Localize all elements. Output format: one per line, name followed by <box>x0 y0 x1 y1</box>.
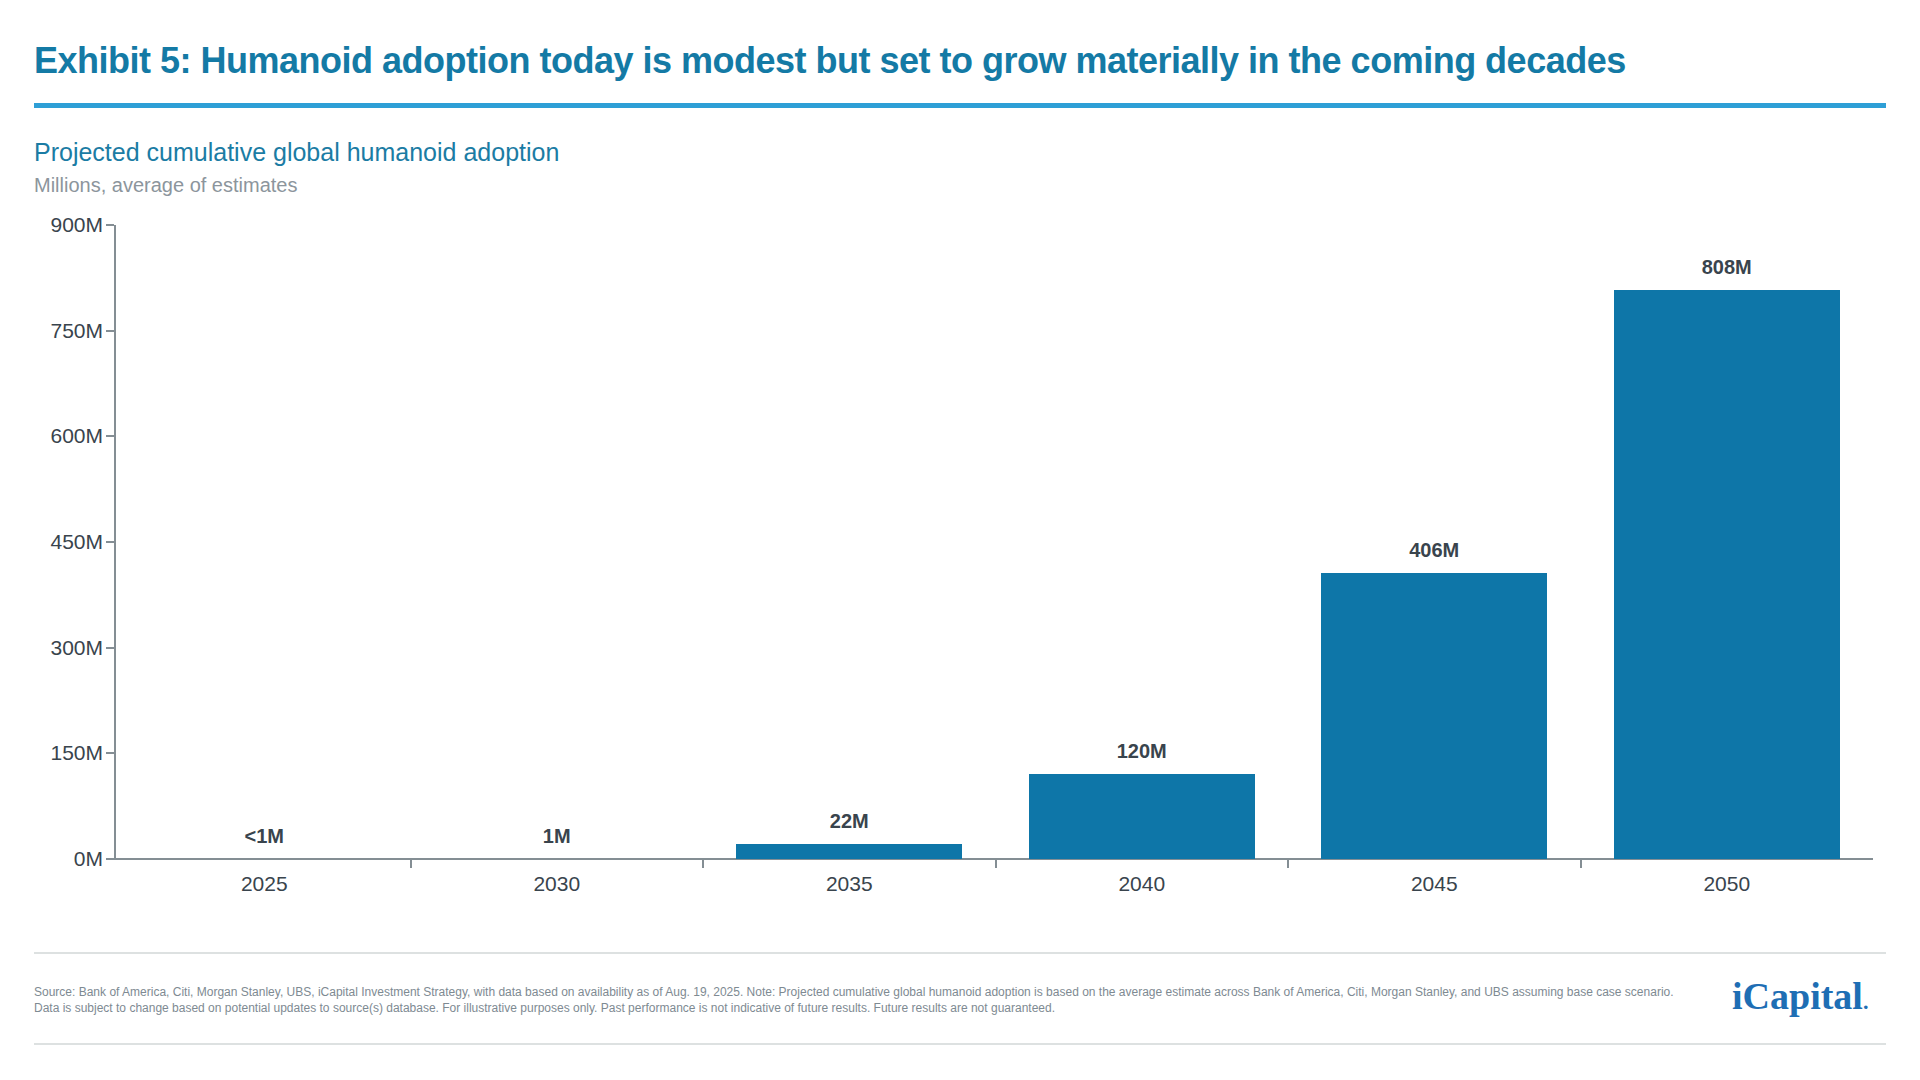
x-axis-label: 2050 <box>1667 873 1787 894</box>
y-axis-label: 300M <box>19 637 103 658</box>
y-axis-label: 0M <box>19 848 103 869</box>
x-axis-label: 2040 <box>1082 873 1202 894</box>
page-title: Exhibit 5: Humanoid adoption today is mo… <box>34 40 1894 82</box>
x-axis-label: 2035 <box>789 873 909 894</box>
x-axis-tick <box>702 859 704 868</box>
title-rule <box>34 103 1886 108</box>
y-axis-tick <box>106 224 114 226</box>
bar-2050 <box>1614 290 1840 859</box>
y-axis-tick <box>106 647 114 649</box>
x-axis-label: 2025 <box>204 873 324 894</box>
bar-2035 <box>736 844 962 859</box>
bar-value-label: 1M <box>477 826 637 846</box>
bar-value-label: 120M <box>1062 741 1222 761</box>
exhibit-page: Exhibit 5: Humanoid adoption today is mo… <box>0 0 1920 1080</box>
footer-divider-top <box>34 952 1886 954</box>
bar-value-label: <1M <box>184 826 344 846</box>
source-line-1: Source: Bank of America, Citi, Morgan St… <box>34 985 1674 999</box>
y-axis-tick <box>106 858 114 860</box>
x-axis-tick <box>410 859 412 868</box>
chart-units-caption: Millions, average of estimates <box>34 174 297 197</box>
x-axis-tick <box>995 859 997 868</box>
x-axis-label: 2030 <box>497 873 617 894</box>
bar-2045 <box>1321 573 1547 859</box>
footer-divider-bottom <box>34 1043 1886 1045</box>
y-axis-tick <box>106 435 114 437</box>
bar-2040 <box>1029 774 1255 859</box>
source-line-2: Data is subject to change based on poten… <box>34 1001 1055 1015</box>
bar-value-label: 406M <box>1354 540 1514 560</box>
icapital-logo: iCapital. <box>1732 974 1868 1018</box>
x-axis-line <box>114 858 1873 860</box>
y-axis-label: 750M <box>19 320 103 341</box>
y-axis-label: 900M <box>19 214 103 235</box>
icapital-logo-mark: . <box>1863 989 1869 1014</box>
y-axis-tick <box>106 330 114 332</box>
bar-value-label: 22M <box>769 811 929 831</box>
y-axis-tick <box>106 752 114 754</box>
bar-value-label: 808M <box>1647 257 1807 277</box>
x-axis-tick <box>1287 859 1289 868</box>
x-axis-tick <box>1580 859 1582 868</box>
y-axis-label: 600M <box>19 425 103 446</box>
y-axis-line <box>114 225 116 860</box>
y-axis-tick <box>106 541 114 543</box>
chart-title: Projected cumulative global humanoid ado… <box>34 138 559 167</box>
icapital-logo-text: iCapital <box>1732 975 1863 1017</box>
source-note: Source: Bank of America, Citi, Morgan St… <box>34 984 1674 1016</box>
y-axis-label: 450M <box>19 531 103 552</box>
x-axis-label: 2045 <box>1374 873 1494 894</box>
y-axis-label: 150M <box>19 742 103 763</box>
